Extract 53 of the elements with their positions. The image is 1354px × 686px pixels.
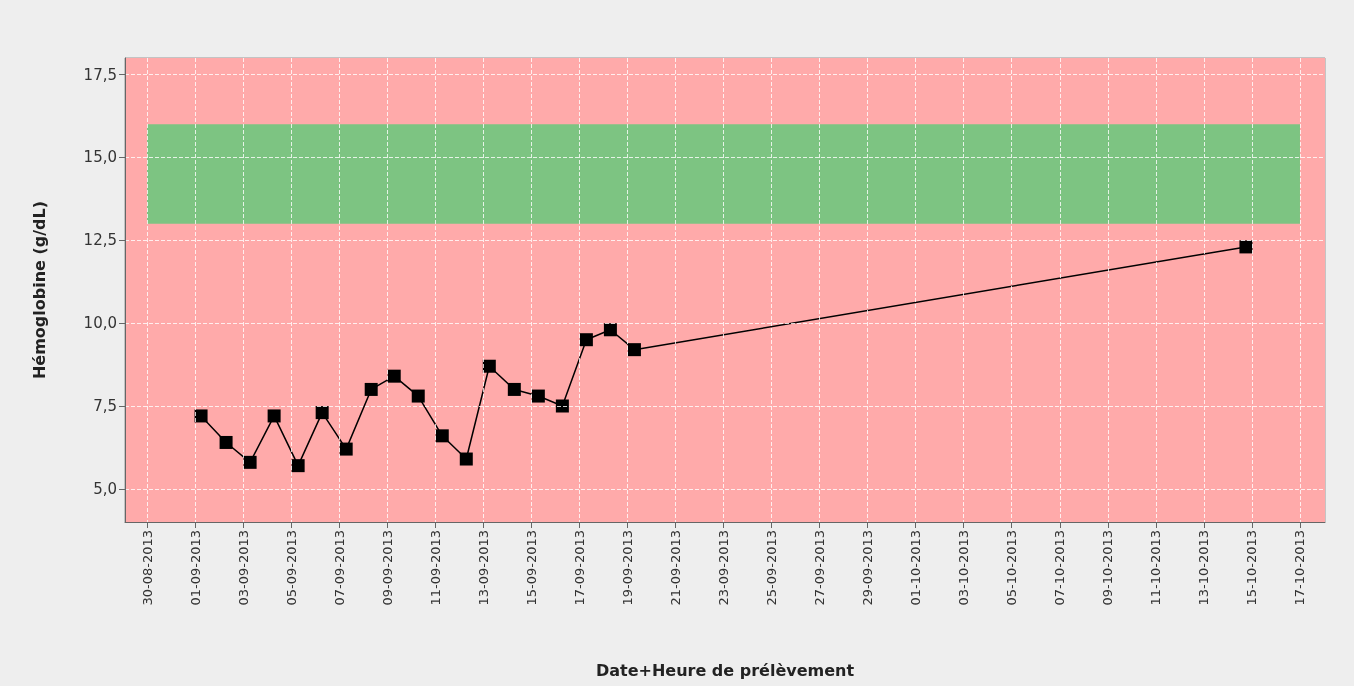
x-axis-title: Date+Heure de prélèvement <box>595 660 855 680</box>
point <box>364 382 378 396</box>
x-tick-label: 30-08-2013 <box>139 530 155 606</box>
point <box>459 452 473 466</box>
point <box>291 459 305 473</box>
x-tick-label: 17-09-2013 <box>571 530 587 606</box>
x-tick-label: 29-09-2013 <box>860 530 876 606</box>
x-tick-label: 09-09-2013 <box>379 530 395 606</box>
y-tick-label: 10,0 <box>83 314 117 333</box>
x-tick-label: 01-09-2013 <box>187 530 203 606</box>
point <box>579 333 593 347</box>
point <box>219 435 233 449</box>
x-tick-label: 15-09-2013 <box>523 530 539 606</box>
x-tick-label: 19-09-2013 <box>619 530 635 606</box>
point <box>1239 240 1253 254</box>
point <box>531 389 545 403</box>
point <box>435 429 449 443</box>
x-tick-label: 11-09-2013 <box>427 530 443 606</box>
y-axis-title: Hémoglobine (g/dL) <box>29 200 49 380</box>
x-tick-label: 07-10-2013 <box>1052 530 1068 606</box>
x-tick-label: 05-10-2013 <box>1004 530 1020 606</box>
point <box>482 359 496 373</box>
x-tick-label: 03-10-2013 <box>956 530 972 606</box>
x-tick-label: 13-09-2013 <box>475 530 491 606</box>
x-tick-label: 03-09-2013 <box>235 530 251 606</box>
x-tick-label: 25-09-2013 <box>764 530 780 606</box>
point <box>267 409 281 423</box>
x-tick-label: 05-09-2013 <box>283 530 299 606</box>
point <box>243 455 257 469</box>
x-tick-label: 21-09-2013 <box>667 530 683 606</box>
x-tick-label: 07-09-2013 <box>331 530 347 606</box>
x-tick-label: 09-10-2013 <box>1100 530 1116 606</box>
point <box>627 343 641 357</box>
point <box>315 406 329 420</box>
x-tick-label: 23-09-2013 <box>716 530 731 606</box>
x-tick-label: 27-09-2013 <box>812 530 828 606</box>
point <box>603 323 617 337</box>
point <box>555 399 569 413</box>
x-tick-label: 01-10-2013 <box>908 530 924 606</box>
y-tick-label: 5,0 <box>93 479 117 498</box>
point <box>507 382 521 396</box>
x-tick-label: 13-10-2013 <box>1196 530 1212 606</box>
point <box>339 442 353 456</box>
point <box>411 389 425 403</box>
y-tick-label: 17,5 <box>83 65 117 84</box>
x-tick-label: 15-10-2013 <box>1244 530 1260 606</box>
point <box>387 369 401 383</box>
x-tick-label: 17-10-2013 <box>1292 530 1308 606</box>
y-tick-label: 12,5 <box>83 231 117 250</box>
x-tick-label: 11-10-2013 <box>1148 530 1164 606</box>
point <box>194 409 208 423</box>
y-tick-label: 15,0 <box>83 148 117 167</box>
y-tick-label: 7,5 <box>93 397 117 415</box>
